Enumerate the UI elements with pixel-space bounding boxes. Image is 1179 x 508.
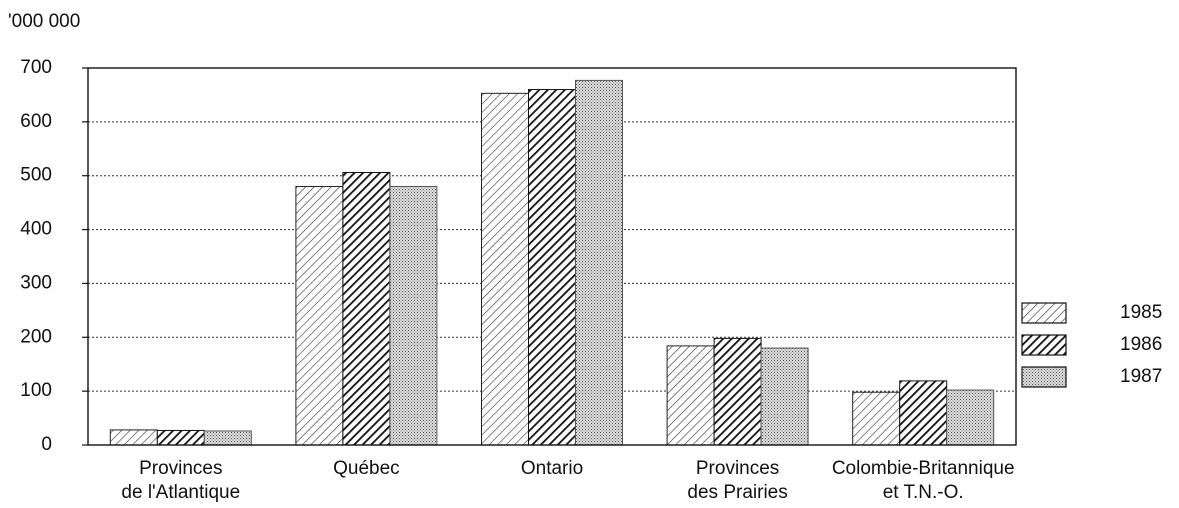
bar	[203, 430, 252, 446]
y-tick-label: 300	[20, 272, 52, 293]
x-tick-label: et T.N.-O.	[883, 482, 964, 503]
y-tick-label: 100	[20, 380, 52, 401]
bar	[109, 429, 158, 446]
x-tick-label: Provinces	[696, 458, 779, 479]
bar	[666, 345, 715, 446]
legend-label: 1987	[1120, 366, 1162, 387]
x-tick-label: de l'Atlantique	[121, 482, 240, 503]
bar	[295, 185, 344, 446]
legend-label: 1986	[1120, 334, 1162, 355]
y-axis-label: '000 000	[8, 11, 80, 32]
bar	[342, 171, 391, 446]
bar	[946, 389, 995, 446]
x-tick-label: Provinces	[139, 458, 222, 479]
x-tick-label: Colombie-Britannique	[832, 458, 1015, 479]
y-tick-label: 600	[20, 111, 52, 132]
legend-label: 1985	[1120, 302, 1162, 323]
x-tick-label: Ontario	[521, 458, 583, 479]
bar	[899, 380, 948, 446]
legend-swatch	[1021, 366, 1067, 388]
y-tick-label: 0	[41, 434, 52, 455]
plot-frame	[87, 67, 1017, 446]
bar	[852, 391, 901, 446]
bar	[575, 79, 623, 446]
bar	[528, 89, 576, 446]
x-tick-label: des Prairies	[687, 482, 787, 503]
bar	[156, 429, 205, 446]
y-tick-label: 200	[20, 326, 52, 347]
bar	[760, 347, 809, 446]
bar	[713, 337, 762, 446]
y-tick-label: 500	[20, 165, 52, 186]
bar	[481, 92, 529, 446]
x-tick-label: Québec	[333, 458, 400, 479]
y-tick-label: 700	[20, 57, 52, 78]
legend-swatch	[1021, 334, 1067, 356]
legend-swatch	[1021, 302, 1067, 324]
bar	[389, 185, 438, 446]
y-tick-label: 400	[20, 219, 52, 240]
